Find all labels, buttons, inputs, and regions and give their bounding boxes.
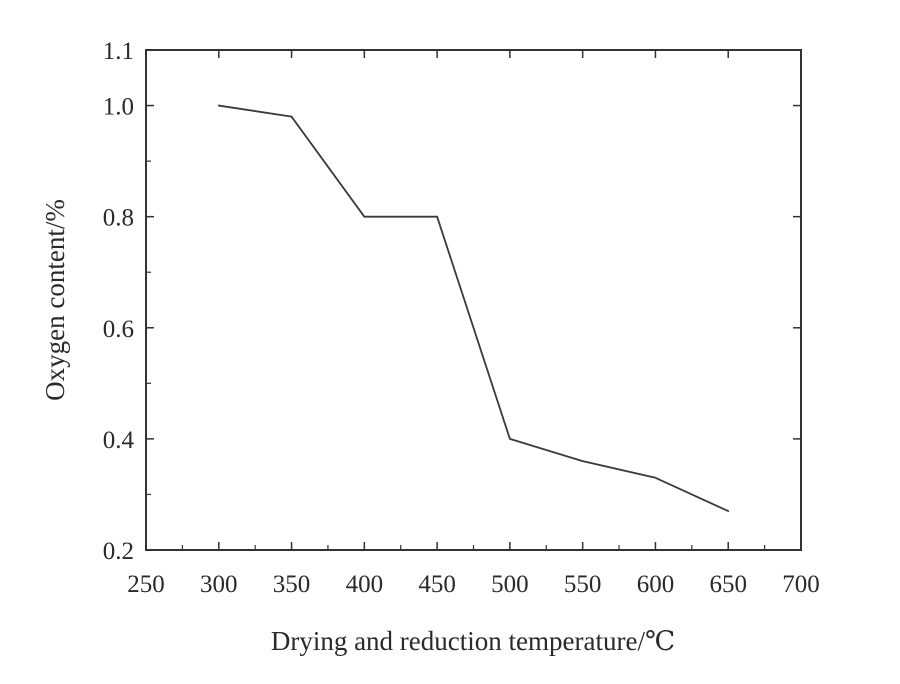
y-tick-label: 1.1 [103, 38, 134, 65]
data-point [217, 104, 220, 107]
x-tick-label: 600 [637, 571, 675, 598]
x-tick-label: 400 [346, 571, 384, 598]
plot-frame [145, 49, 802, 551]
data-point [654, 476, 657, 479]
data-point [290, 115, 293, 118]
data-point [363, 215, 366, 218]
series-layer [217, 104, 730, 513]
x-tick-label: 500 [491, 571, 529, 598]
y-tick-label: 0.6 [103, 316, 134, 343]
x-tick-label: 300 [200, 571, 238, 598]
x-tick-label: 350 [273, 571, 311, 598]
x-tick-label: 550 [564, 571, 602, 598]
x-tick-label: 450 [418, 571, 456, 598]
x-tick-label: 700 [782, 571, 820, 598]
x-axis-label: Drying and reduction temperature/℃ [271, 626, 675, 656]
x-axis-ticks: 250 300 350 400 450 500 550 600 650 700 [127, 50, 820, 598]
y-tick-label: 1.0 [103, 94, 134, 121]
y-tick-label: 0.2 [103, 538, 134, 565]
y-axis-label: Oxygen content/% [40, 199, 70, 401]
y-axis-ticks: 0.2 0.4 0.6 0.8 1.0 1.1 [103, 38, 801, 565]
series-line [218, 104, 729, 512]
data-point [436, 215, 439, 218]
data-point [581, 460, 584, 463]
y-tick-label: 0.4 [103, 427, 135, 454]
y-tick-label: 0.8 [103, 205, 134, 232]
x-tick-label: 250 [127, 571, 165, 598]
data-point [727, 510, 730, 513]
data-point [508, 437, 511, 440]
x-tick-label: 650 [709, 571, 747, 598]
